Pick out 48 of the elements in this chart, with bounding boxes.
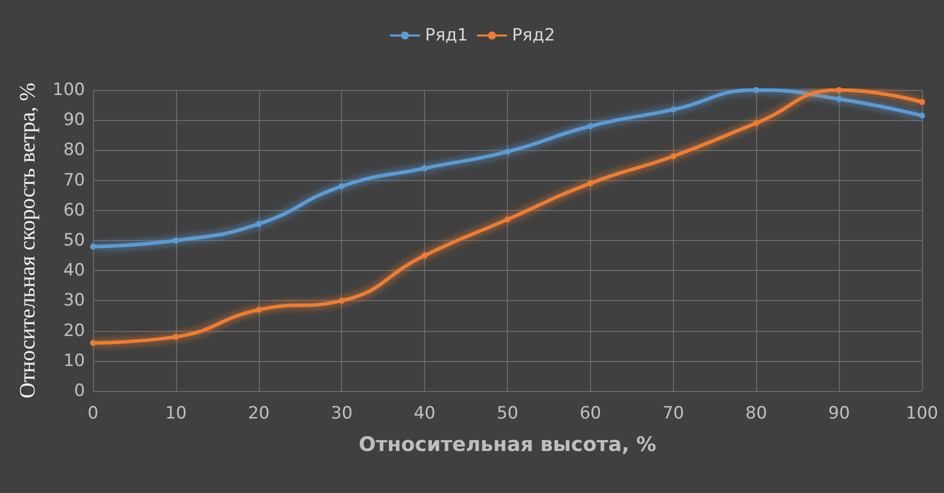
point <box>753 120 760 126</box>
point <box>172 334 179 340</box>
x-tick-label: 20 <box>248 404 270 424</box>
x-tick-label: 10 <box>165 404 187 424</box>
point <box>919 99 925 106</box>
point <box>753 87 760 93</box>
point <box>670 106 676 113</box>
point <box>836 87 842 93</box>
y-tick-label: 40 <box>63 260 85 281</box>
y-tick-label: 90 <box>63 110 85 130</box>
point <box>338 298 345 304</box>
y-tick-label: 10 <box>63 350 85 371</box>
point <box>256 306 262 313</box>
y-tick-label: 60 <box>63 200 85 220</box>
point <box>587 123 594 130</box>
x-tick-label: 30 <box>330 404 353 424</box>
point <box>422 165 428 172</box>
point <box>172 238 179 244</box>
legend-label: Ряд2 <box>512 26 556 46</box>
legend-label: Ряд1 <box>424 26 468 46</box>
point <box>338 183 345 190</box>
x-tick-label: 40 <box>414 404 436 424</box>
x-tick-label: 90 <box>828 404 850 424</box>
x-tick-label: 80 <box>745 404 768 424</box>
x-tick-label: 50 <box>496 404 518 424</box>
y-tick-label: 70 <box>63 170 85 190</box>
point <box>256 220 262 227</box>
x-tick-label: 70 <box>662 404 684 424</box>
point <box>670 153 676 160</box>
y-axis-title: Относительная скорость ветра, % <box>14 82 40 398</box>
y-tick-label: 30 <box>63 290 85 311</box>
y-tick-label: 20 <box>63 320 85 341</box>
point <box>90 340 96 346</box>
y-tick-label: 80 <box>63 140 85 160</box>
y-tick-label: 100 <box>52 80 85 100</box>
y-tick-label: 50 <box>63 230 85 250</box>
point <box>919 112 925 119</box>
point <box>587 180 594 186</box>
point <box>836 96 842 102</box>
point <box>504 216 510 222</box>
y-tick-label: 0 <box>74 381 85 401</box>
x-tick-label: 0 <box>88 404 98 424</box>
point <box>422 252 428 259</box>
point <box>504 148 510 155</box>
point <box>90 244 96 250</box>
x-tick-label: 100 <box>906 404 938 424</box>
x-tick-label: 60 <box>580 404 602 424</box>
x-axis-title: Относительная высота, % <box>358 432 656 456</box>
